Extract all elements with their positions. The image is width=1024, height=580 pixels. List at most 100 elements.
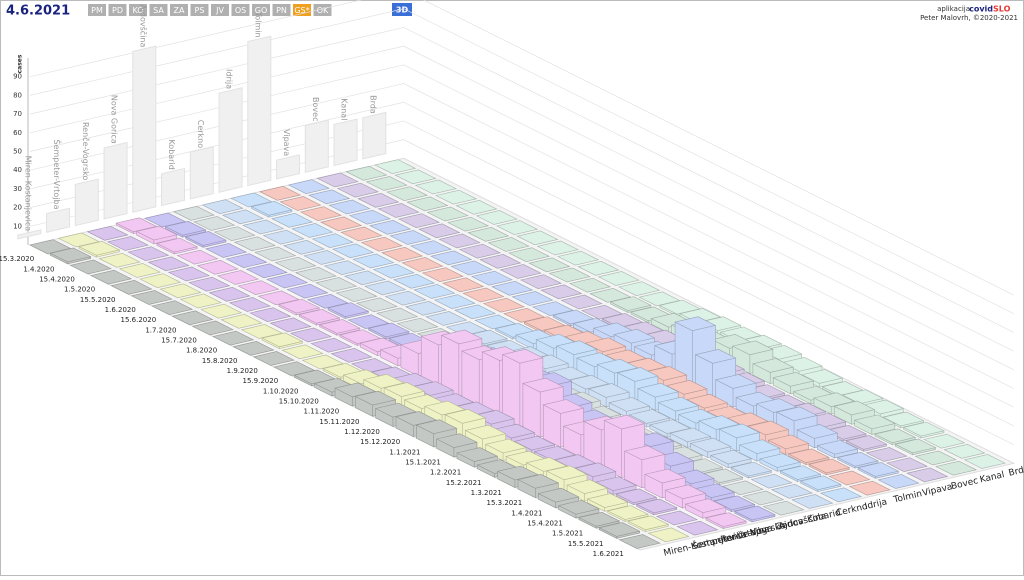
bar <box>393 274 436 289</box>
bar <box>462 287 505 303</box>
bar <box>335 287 378 302</box>
filter-button-label[interactable]: JV <box>215 6 224 15</box>
bar <box>635 498 678 516</box>
x-tick-label: 1.7.2020 <box>145 326 176 334</box>
wall-bar <box>333 118 358 167</box>
x-tick-label: 1.4.2020 <box>23 265 54 273</box>
bar <box>418 223 461 239</box>
bar <box>787 448 830 466</box>
bar <box>963 454 1006 469</box>
wall-label: Tolmin <box>253 11 262 38</box>
filter-button[interactable] <box>88 4 106 16</box>
bar <box>406 196 449 212</box>
bar <box>742 490 785 506</box>
mode-button[interactable] <box>392 3 412 16</box>
filter-button[interactable] <box>190 4 209 16</box>
filter-button[interactable] <box>108 4 127 16</box>
bar <box>299 206 342 221</box>
wall-bar <box>362 111 387 160</box>
filter-button[interactable] <box>211 4 229 16</box>
bar <box>828 470 871 486</box>
y-axis-label: cases <box>17 54 24 73</box>
bar <box>298 308 341 326</box>
bar <box>914 450 957 466</box>
mode-label[interactable]: 3D <box>396 6 409 15</box>
filter-button-label[interactable]: OS <box>235 6 246 15</box>
filter-button-label[interactable]: GO <box>255 6 268 15</box>
filter-button[interactable] <box>129 4 147 16</box>
filter-button-label[interactable]: ZA <box>174 6 185 15</box>
date: 4.6.2021 <box>6 4 70 19</box>
bar <box>536 240 579 256</box>
x-tick-label: 1.11.2020 <box>304 408 340 416</box>
bar <box>29 239 72 254</box>
filter-button-label[interactable]: OK <box>317 6 329 15</box>
bar <box>86 226 129 241</box>
bar <box>348 209 391 225</box>
x-tick-label: 15.3.2020 <box>0 255 34 263</box>
bar <box>779 465 822 482</box>
bar <box>279 196 322 211</box>
x-tick-label: 15.8.2020 <box>202 357 238 365</box>
bar <box>289 327 332 343</box>
filter-button-label[interactable]: PS <box>195 6 205 15</box>
filter-button-label[interactable]: GS* <box>294 6 309 15</box>
bar <box>442 277 485 293</box>
bar <box>894 438 937 456</box>
bar <box>266 273 309 289</box>
y-tick-label: 70 <box>13 110 22 118</box>
bar <box>808 458 851 476</box>
bar <box>323 260 366 275</box>
bar <box>291 223 334 238</box>
bar <box>212 330 255 346</box>
filter-button[interactable] <box>313 4 332 16</box>
filter-button-label[interactable]: PD <box>112 6 123 15</box>
bar <box>430 250 473 266</box>
bar <box>487 237 530 252</box>
filter-button[interactable] <box>252 4 270 16</box>
bar <box>401 257 444 272</box>
bar <box>577 261 620 276</box>
bar <box>230 192 273 208</box>
bar <box>414 179 457 195</box>
bar <box>467 227 510 242</box>
filter-button-label[interactable]: SA <box>153 6 164 15</box>
bar <box>220 314 263 329</box>
bar <box>684 498 727 519</box>
bar <box>384 290 427 306</box>
bar <box>906 467 949 483</box>
bar <box>404 301 447 316</box>
filter-button-label[interactable]: PN <box>276 6 287 15</box>
bar <box>110 280 153 295</box>
bar <box>179 293 222 309</box>
bar <box>347 314 390 329</box>
x-tick-label: 15.1.2021 <box>405 458 441 466</box>
filter-button[interactable] <box>149 4 168 16</box>
bar <box>208 287 251 302</box>
bar <box>528 257 571 273</box>
bar <box>225 253 268 268</box>
bar <box>147 256 190 272</box>
wall-bar <box>74 178 99 227</box>
bar <box>328 199 371 215</box>
filter-button[interactable] <box>231 4 250 16</box>
bar <box>902 421 945 439</box>
bar <box>213 226 256 241</box>
x-tick-label: 1.5.2020 <box>64 286 95 294</box>
wall-bar <box>276 154 301 180</box>
wall-label: Ajdovščina <box>138 4 148 47</box>
x-tick-label: 15.3.2021 <box>487 499 523 507</box>
filter-button[interactable] <box>293 4 311 16</box>
filter-button-label[interactable]: KO <box>132 6 143 15</box>
filter-button[interactable] <box>170 4 188 16</box>
bar <box>281 344 324 360</box>
wall-label: Nova Gorica <box>110 95 119 144</box>
bar <box>479 254 522 269</box>
wall-bar <box>304 119 329 173</box>
filter-button-label[interactable]: PM <box>91 6 103 15</box>
bar <box>330 348 373 363</box>
bar <box>608 397 651 418</box>
bar <box>438 233 481 249</box>
filter-button[interactable] <box>272 4 291 16</box>
bar <box>519 274 562 289</box>
